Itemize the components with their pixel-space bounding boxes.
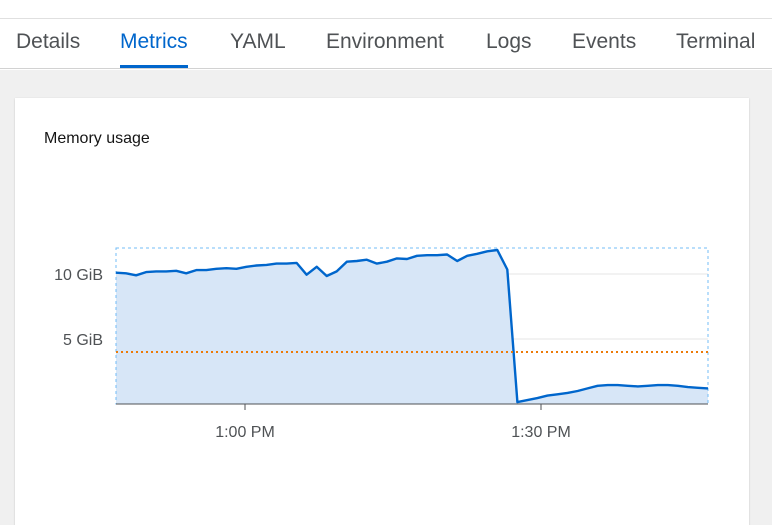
y-tick-label: 5 GiB bbox=[63, 332, 103, 349]
content-area: Memory usage 5 GiB 10 GiB 1:00 PM 1:30 PM bbox=[0, 70, 772, 525]
memory-line bbox=[115, 248, 709, 404]
tab-metrics[interactable]: Metrics bbox=[120, 19, 188, 69]
memory-area bbox=[116, 250, 708, 404]
y-tick-label: 10 GiB bbox=[54, 267, 103, 284]
tab-events[interactable]: Events bbox=[572, 30, 637, 53]
memory-usage-card: Memory usage 5 GiB 10 GiB 1:00 PM 1:30 PM bbox=[15, 98, 749, 525]
memory-usage-chart: 5 GiB 10 GiB 1:00 PM 1:30 PM bbox=[54, 247, 709, 441]
tab-bar: Details Metrics YAML Environment Logs Ev… bbox=[0, 18, 772, 69]
tab-environment[interactable]: Environment bbox=[326, 30, 444, 53]
x-tick-label: 1:00 PM bbox=[215, 424, 275, 441]
tab-terminal[interactable]: Terminal bbox=[676, 30, 756, 53]
x-tick-label: 1:30 PM bbox=[511, 424, 571, 441]
tab-yaml[interactable]: YAML bbox=[230, 30, 286, 53]
card-title: Memory usage bbox=[44, 130, 150, 147]
tab-logs[interactable]: Logs bbox=[486, 30, 532, 53]
tab-details[interactable]: Details bbox=[16, 30, 81, 53]
